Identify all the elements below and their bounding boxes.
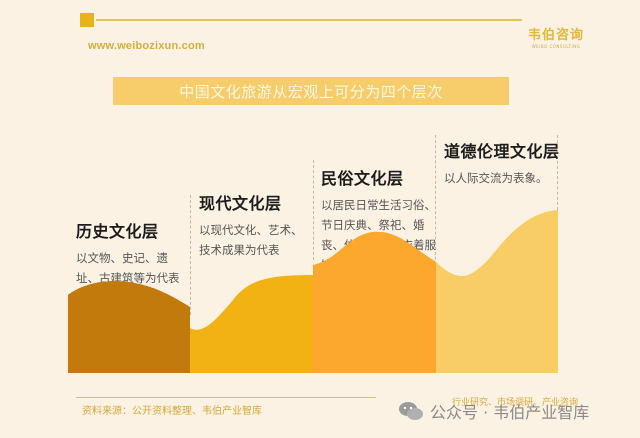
divider-3 <box>435 135 436 265</box>
layer-title: 民俗文化层 <box>321 169 404 188</box>
source-note: 资料来源：公开资料整理、韦伯产业智库 <box>82 406 262 417</box>
footer-rule <box>76 397 376 398</box>
layer-title: 历史文化层 <box>76 222 159 241</box>
brand-logo: 韦伯咨询 WEIBO CONSULTING <box>528 24 584 49</box>
header-rule <box>96 19 522 21</box>
layer-title: 道德伦理文化层 <box>444 142 560 161</box>
brand-name: 韦伯咨询 <box>528 28 585 43</box>
wave-ethics <box>436 210 558 373</box>
layer-history: 历史文化层 以文物、史记、遗址、古建筑等为代表 <box>76 218 188 288</box>
wave-modern <box>190 275 313 373</box>
divider-2 <box>313 160 314 260</box>
layer-ethics: 道德伦理文化层 以人际交流为表象。 <box>444 138 574 188</box>
layer-title: 现代文化层 <box>199 194 282 213</box>
divider-4 <box>557 135 558 210</box>
layer-desc: 以文物、史记、遗址、古建筑等为代表 <box>76 251 180 285</box>
banner-title: 中国文化旅游从宏观上可分为四个层次 <box>113 77 509 105</box>
layer-desc: 以现代文化、艺术、技术成果为代表 <box>199 223 303 257</box>
brand-subtitle: WEIBO CONSULTING <box>531 44 581 49</box>
wechat-icon <box>399 402 423 420</box>
banner-text: 中国文化旅游从宏观上可分为四个层次 <box>179 82 443 101</box>
divider-1 <box>190 195 191 315</box>
wechat-watermark: 公众号 · 韦伯产业智库 <box>398 399 589 423</box>
website-url: www.weibozixun.com <box>88 40 205 52</box>
footer-tagline: 行业研究、市场调研、产业咨询 <box>452 398 579 408</box>
layer-desc: 以人际交流为表象。 <box>444 171 548 185</box>
layer-waves-overlay <box>68 231 436 373</box>
watermark-text: 公众号 · 韦伯产业智库 <box>430 403 590 422</box>
layer-modern: 现代文化层 以现代文化、艺术、技术成果为代表 <box>199 190 311 260</box>
header-accent-square <box>80 13 94 27</box>
